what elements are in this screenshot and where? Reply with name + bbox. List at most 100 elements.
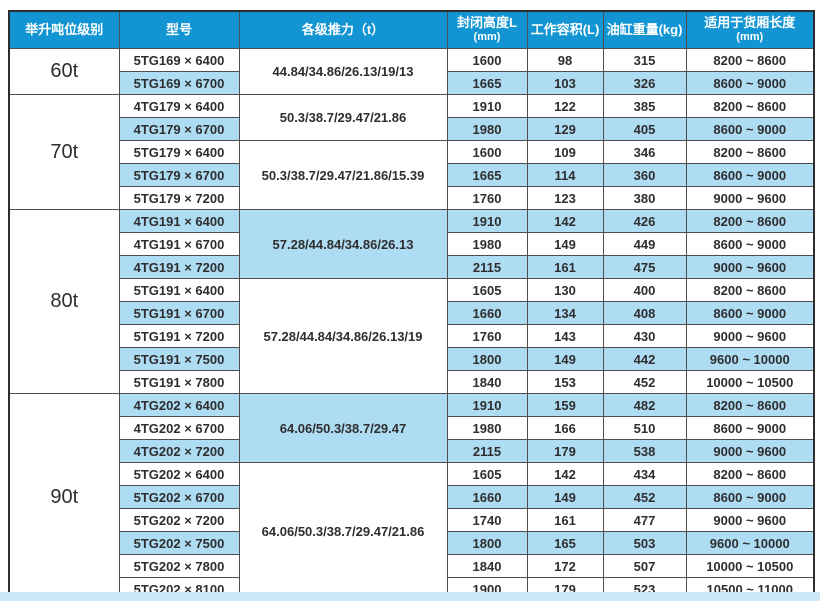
table-row: 70t 4TG179 × 6400 50.3/38.7/29.47/21.86 191… [8,94,815,210]
cylinder-weight-cell: 482 [602,393,687,417]
column-header-unit: (mm) [736,31,764,44]
cylinder-weight-cell: 442 [602,347,687,371]
closed-height-cell: 1760 [446,324,528,348]
table-row: 5TG202 × 7500 1800 165 503 9600 ~ 10000 [9,531,815,555]
working-volume-cell: 153 [526,370,604,394]
column-header-cargo_length: 适用于货厢长度 (mm) [685,10,815,49]
closed-height-cell: 1910 [446,94,528,118]
model-cell: 4TG179 × 6400 [118,94,240,118]
cargo-length-cell: 8200 ~ 8600 [685,140,815,164]
cylinder-weight-cell: 346 [602,140,687,164]
cargo-length-cell: 8600 ~ 9000 [685,117,815,141]
model-cell: 4TG179 × 6700 [118,117,240,141]
column-header-thrust: 各级推力（t） [238,10,448,49]
table-row: 5TG202 × 7200 1740 161 477 9000 ~ 9600 [9,508,815,532]
cylinder-weight-cell: 475 [602,255,687,279]
model-cell: 5TG191 × 6400 [118,278,240,302]
cargo-length-cell: 8200 ~ 8600 [685,48,815,72]
column-header-tonnage: 举升吨位级别 [8,10,120,49]
table-row: 5TG179 × 6400 50.3/38.7/29.47/21.86/15.39… [9,140,815,210]
column-header-unit: (mm) [473,31,501,44]
working-volume-cell: 159 [526,393,604,417]
cargo-length-cell: 8200 ~ 8600 [685,209,815,233]
model-cell: 5TG179 × 6400 [118,140,240,164]
cylinder-weight-cell: 380 [602,186,687,210]
header-row: 举升吨位级别 型号 各级推力（t） 封闭高度L (mm) 工作容积(L) 油缸重量(kg) 适… [8,10,815,49]
table-row: 5TG191 × 7500 1800 149 442 9600 ~ 10000 [9,347,815,371]
cargo-length-cell: 8600 ~ 9000 [685,485,815,509]
cargo-length-cell: 9600 ~ 10000 [685,531,815,555]
working-volume-cell: 149 [526,485,604,509]
working-volume-cell: 149 [526,347,604,371]
table-row: 5TG191 × 6400 57.28/44.84/34.86/26.13/19 1… [9,278,815,394]
closed-height-cell: 2115 [446,439,528,463]
cargo-length-cell: 9000 ~ 9600 [685,255,815,279]
model-cell: 5TG179 × 7200 [118,186,240,210]
cylinder-weight-cell: 452 [602,485,687,509]
cargo-length-cell: 8200 ~ 8600 [685,94,815,118]
table-row: 4TG202 × 6700 1980 166 510 8600 ~ 9000 [9,416,815,440]
table-header: 举升吨位级别 型号 各级推力（t） 封闭高度L (mm) 工作容积(L) 油缸重量(kg) 适… [8,10,815,49]
closed-height-cell: 1660 [446,485,528,509]
closed-height-cell: 1665 [446,163,528,187]
working-volume-cell: 123 [526,186,604,210]
model-cell: 5TG191 × 7500 [118,347,240,371]
working-volume-cell: 122 [526,94,604,118]
model-cell: 5TG169 × 6400 [118,48,240,72]
cargo-length-cell: 8200 ~ 8600 [685,462,815,486]
closed-height-cell: 1800 [446,347,528,371]
closed-height-cell: 1605 [446,278,528,302]
closed-height-cell: 1605 [446,462,528,486]
table-row: 5TG191 × 7200 1760 143 430 9000 ~ 9600 [9,324,815,348]
model-cell: 4TG202 × 6400 [118,393,240,417]
column-header-label: 油缸重量(kg) [606,21,683,37]
table-row: 4TG202 × 7200 2115 179 538 9000 ~ 9600 [9,439,815,463]
cylinder-weight-cell: 400 [602,278,687,302]
tonnage-cell: 90t [8,393,120,601]
table-row: 5TG179 × 6700 1665 114 360 8600 ~ 9000 [9,163,815,187]
column-header-label: 各级推力（t） [301,21,385,37]
working-volume-cell: 142 [526,209,604,233]
tonnage-cell: 80t [8,209,120,394]
closed-height-cell: 1980 [446,117,528,141]
cylinder-weight-cell: 507 [602,554,687,578]
table-row: 4TG191 × 6700 1980 149 449 8600 ~ 9000 [9,232,815,256]
closed-height-cell: 1660 [446,301,528,325]
closed-height-cell: 1665 [446,71,528,95]
cylinder-weight-cell: 405 [602,117,687,141]
column-header-closed_height: 封闭高度L (mm) [446,10,528,49]
cargo-length-cell: 10000 ~ 10500 [685,554,815,578]
lift-cylinder-spec-table: 举升吨位级别 型号 各级推力（t） 封闭高度L (mm) 工作容积(L) 油缸重量(kg) 适… [8,10,815,601]
model-cell: 5TG202 × 6400 [118,462,240,486]
cargo-length-cell: 9000 ~ 9600 [685,439,815,463]
table-row: 5TG191 × 7800 1840 153 452 10000 ~ 10500 [9,370,815,394]
cargo-length-cell: 8600 ~ 9000 [685,232,815,256]
cylinder-weight-cell: 408 [602,301,687,325]
table-row: 5TG202 × 7800 1840 172 507 10000 ~ 10500 [9,554,815,578]
cylinder-weight-cell: 360 [602,163,687,187]
bottom-accent-bar [0,592,820,601]
column-header-label: 型号 [165,21,192,37]
table-row: 80t 4TG191 × 6400 57.28/44.84/34.86/26.13 1… [8,209,815,394]
model-cell: 5TG202 × 7500 [118,531,240,555]
model-cell: 5TG202 × 6700 [118,485,240,509]
working-volume-cell: 165 [526,531,604,555]
table-row: 5TG202 × 6400 64.06/50.3/38.7/29.47/21.86… [9,462,815,601]
table-row: 4TG191 × 7200 2115 161 475 9000 ~ 9600 [9,255,815,279]
column-header-working_volume: 工作容积(L) [526,10,604,49]
column-header-model: 型号 [118,10,240,49]
cylinder-weight-cell: 477 [602,508,687,532]
column-header-label: 适用于货厢长度 [704,15,796,31]
cargo-length-cell: 9000 ~ 9600 [685,324,815,348]
closed-height-cell: 1840 [446,554,528,578]
table-row: 90t 4TG202 × 6400 64.06/50.3/38.7/29.47 191… [8,393,815,601]
cylinder-weight-cell: 434 [602,462,687,486]
model-cell: 5TG202 × 7200 [118,508,240,532]
cargo-length-cell: 8200 ~ 8600 [685,393,815,417]
working-volume-cell: 143 [526,324,604,348]
table-row: 60t 5TG169 × 6400 44.84/34.86/26.13/19/13 1… [8,48,815,95]
cylinder-weight-cell: 385 [602,94,687,118]
working-volume-cell: 114 [526,163,604,187]
column-header-label: 封闭高度L [457,15,517,31]
